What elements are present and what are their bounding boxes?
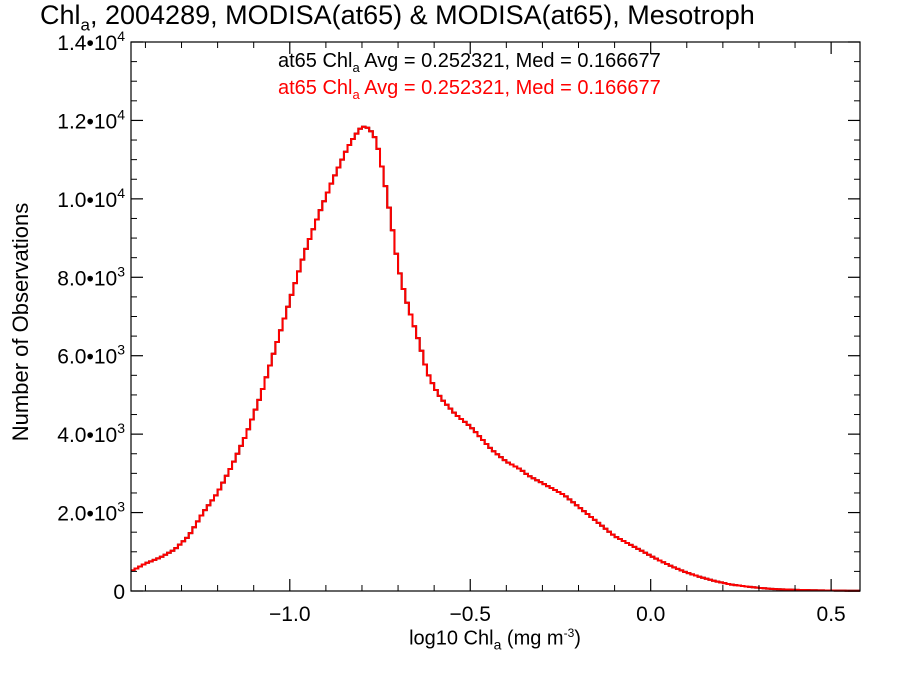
series-line-red [131,125,860,592]
y-tick-exponent: 3 [117,499,125,515]
x-label-rest: (mg m [501,627,564,650]
y-tick-exponent: 4 [117,185,125,201]
y-tick-exponent: 4 [117,28,125,44]
y-tick-label: 4.0•103 [57,420,125,447]
x-axis-label: log10 Chla (mg m-3) [0,626,900,653]
y-tick-label: 6.0•103 [57,342,125,369]
y-tick-exponent: 3 [117,420,125,436]
stats-line-black: at65 Chla Avg = 0.252321, Med = 0.166677 [278,50,661,75]
y-tick-mantissa: 8.0•10 [57,267,117,290]
y-axis-label-text: Number of Observations [8,202,33,442]
stats-black-rest: Avg = 0.252321, Med = 0.166677 [359,50,661,72]
y-tick-label: 1.0•104 [57,185,125,212]
x-tick-label: 0.5 [817,603,846,626]
y-tick-label: 0 [113,581,125,604]
x-tick-label: −0.5 [450,603,491,626]
x-label-subscript: a [493,636,502,653]
y-tick-mantissa: 1.4•10 [57,32,117,55]
x-label-prefix: log10 Chl [409,627,494,650]
stats-red-prefix: at65 Chl [278,77,353,99]
chart-title: Chla, 2004289, MODISA(at65) & MODISA(at6… [40,0,900,35]
x-tick-label: −1.0 [269,603,310,626]
y-tick-label: 8.0•103 [57,263,125,290]
y-tick-mantissa: 4.0•10 [57,424,117,447]
series-layer [131,125,860,592]
series-line-black [131,125,860,592]
stats-black-subscript: a [352,60,360,75]
y-tick-mantissa: 1.2•10 [57,110,117,133]
y-tick-exponent: 4 [117,106,125,122]
y-tick-exponent: 3 [117,263,125,279]
stats-black-prefix: at65 Chl [278,50,353,72]
stats-red-subscript: a [352,87,360,102]
y-tick-label: 1.2•104 [57,106,125,133]
title-subscript: a [80,15,90,35]
x-label-end: ) [574,627,581,650]
y-tick-mantissa: 6.0•10 [57,346,117,369]
tick-layer: −1.0 −0.5 0.0 0.502.0•1034.0•1036.0•1038.0•… [57,28,860,626]
title-prefix: Chl [40,0,81,30]
plot-frame [130,41,861,592]
stats-line-red: at65 Chla Avg = 0.252321, Med = 0.166677 [278,77,661,102]
x-label-superscript: -3 [563,626,575,640]
y-tick-exponent: 3 [117,342,125,358]
y-tick-label: 1.4•104 [57,28,125,55]
y-tick-label: 2.0•103 [57,499,125,526]
stats-red-rest: Avg = 0.252321, Med = 0.166677 [359,77,661,99]
x-tick-label: 0.0 [636,603,665,626]
y-tick-mantissa: 2.0•10 [57,503,117,526]
title-rest: , 2004289, MODISA(at65) & MODISA(at65), … [89,0,755,30]
y-tick-mantissa: 1.0•10 [57,189,117,212]
